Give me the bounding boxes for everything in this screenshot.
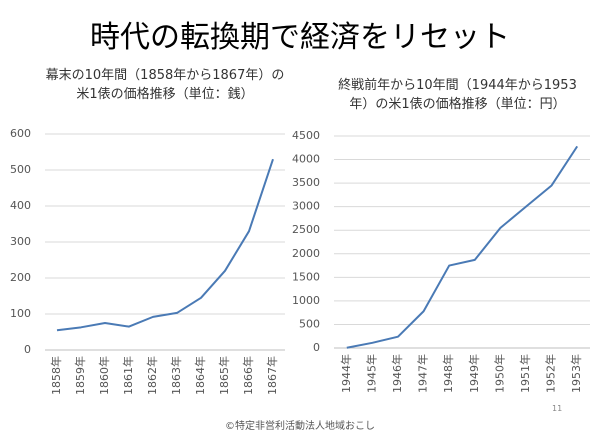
footer: ©特定非営利活動法人地域おこし (225, 421, 375, 432)
x-tick-label: 1945年 (364, 354, 378, 393)
x-tick-label: 1861年 (121, 356, 135, 395)
x-tick-label: 1951年 (518, 354, 532, 393)
y-tick-label: 1500 (292, 270, 320, 283)
x-tick-label: 1859年 (73, 356, 87, 395)
x-tick-label: 1948年 (441, 354, 455, 393)
y-tick-label: 300 (10, 235, 31, 248)
x-tick-label: 1863年 (169, 356, 183, 395)
x-tick-label: 1858年 (49, 356, 63, 395)
x-tick-label: 1862年 (145, 356, 159, 395)
y-tick-label: 600 (10, 127, 31, 140)
x-tick-label: 1952年 (544, 354, 558, 393)
y-tick-label: 400 (10, 199, 31, 212)
x-tick-label: 1950年 (492, 354, 506, 393)
y-tick-label: 3500 (292, 176, 320, 189)
y-tick-label: 0 (24, 343, 31, 356)
y-tick-label: 4000 (292, 153, 320, 166)
page-number: 11 (552, 404, 563, 413)
x-tick-label: 1860年 (97, 356, 111, 395)
chart-title: 幕末の10年間（1858年から1867年）の米1俵の価格推移（単位：銭） (45, 68, 285, 102)
y-tick-label: 3000 (292, 200, 320, 213)
y-tick-label: 500 (299, 317, 320, 330)
data-line (56, 158, 274, 332)
x-tick-label: 1865年 (217, 356, 231, 395)
x-tick-label: 1866年 (241, 356, 255, 395)
x-tick-label: 1953年 (569, 354, 583, 393)
x-tick-label: 1864年 (193, 356, 207, 395)
y-tick-label: 2500 (292, 223, 320, 236)
y-tick-label: 200 (10, 271, 31, 284)
y-tick-label: 100 (10, 307, 31, 320)
x-tick-label: 1946年 (390, 354, 404, 393)
x-tick-label: 1867年 (265, 356, 279, 395)
y-tick-label: 2000 (292, 247, 320, 260)
y-tick-label: 4500 (292, 129, 320, 142)
data-line (346, 145, 579, 349)
y-tick-label: 0 (313, 341, 320, 354)
y-tick-label: 1000 (292, 294, 320, 307)
x-tick-label: 1949年 (467, 354, 481, 393)
chart-title: 終戦前年から10年間（1944年から1953年）の米1俵の価格推移（単位：円） (338, 78, 577, 112)
x-tick-label: 1947年 (416, 354, 430, 393)
y-tick-label: 500 (10, 163, 31, 176)
x-tick-label: 1944年 (339, 354, 353, 393)
slide-title: 時代の転換期で経済をリセット (90, 20, 510, 55)
